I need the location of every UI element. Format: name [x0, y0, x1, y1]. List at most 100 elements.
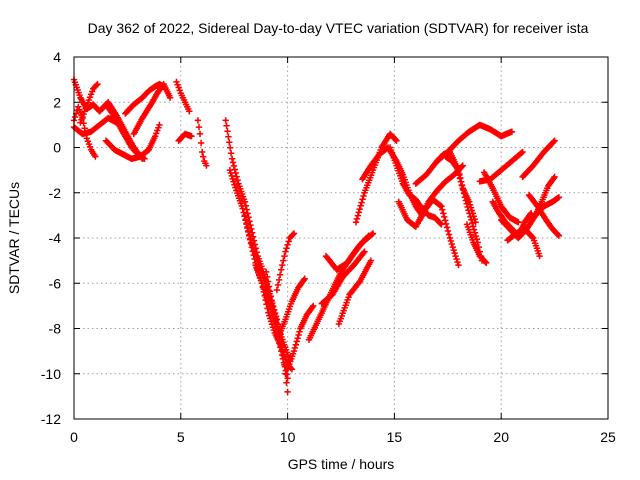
data-point [538, 254, 541, 258]
series-sat-25 [352, 130, 400, 226]
data-point [318, 315, 321, 319]
data-point [96, 82, 99, 86]
data-point [106, 116, 110, 120]
data-point [87, 98, 91, 102]
data-point [553, 175, 556, 179]
data-point [188, 110, 191, 113]
data-point [303, 277, 306, 280]
grid-lines [74, 57, 608, 419]
data-point [388, 146, 392, 149]
series-markers [352, 130, 400, 226]
data-point [124, 112, 127, 115]
series-sat-11 [173, 78, 193, 115]
data-point [279, 268, 283, 271]
data-point [369, 164, 373, 167]
data-point [521, 150, 524, 154]
series-markers [532, 173, 558, 219]
data-point [348, 293, 351, 296]
data-point [254, 263, 257, 267]
data-point [457, 168, 460, 172]
data-point [156, 92, 159, 95]
data-point [457, 263, 460, 267]
data-point [77, 105, 80, 108]
data-point [500, 218, 503, 222]
data-point [354, 220, 358, 224]
data-point [467, 130, 471, 133]
series-sat-08 [102, 121, 163, 162]
data-point [271, 304, 274, 308]
data-point [149, 103, 153, 106]
x-tick-label: 15 [387, 429, 403, 445]
chart-title: Day 362 of 2022, Sidereal Day-to-day VTE… [88, 20, 589, 36]
data-point [497, 211, 501, 215]
data-point [551, 227, 554, 231]
data-point [115, 116, 118, 120]
data-point [179, 92, 182, 95]
data-point [339, 270, 343, 274]
y-tick-label: -2 [49, 185, 62, 201]
series-markers [173, 78, 193, 115]
data-point [230, 157, 234, 161]
data-point [273, 331, 276, 335]
data-point [113, 148, 116, 151]
data-point [427, 200, 430, 203]
data-point [111, 112, 114, 115]
data-point [414, 225, 417, 228]
data-point [89, 130, 93, 133]
data-point [320, 302, 323, 305]
data-point [491, 200, 494, 203]
data-point [453, 173, 456, 176]
data-point [288, 236, 291, 240]
data-point [521, 175, 524, 179]
data-point [83, 110, 86, 113]
data-point [279, 345, 283, 348]
y-tick-label: -10 [41, 366, 61, 382]
series-markers [241, 212, 293, 364]
data-point [292, 232, 296, 235]
data-point [433, 216, 437, 219]
data-point [367, 234, 370, 237]
data-point [529, 211, 533, 215]
x-axis-label: GPS time / hours [288, 456, 395, 472]
data-point [89, 148, 93, 151]
data-point [224, 119, 227, 122]
series-sat-41 [532, 173, 558, 219]
series-sat-20 [284, 302, 317, 373]
data-point [153, 85, 157, 88]
data-point [551, 200, 554, 203]
data-point [359, 279, 362, 283]
data-point [286, 368, 289, 371]
data-point [500, 134, 503, 138]
axis-ticks: 0 5 10 15 20 25 -12 -10 -8 -6 -4 -2 0 2 4 [41, 49, 616, 445]
data-point [369, 259, 373, 262]
data-point [290, 300, 294, 303]
series-sat-29 [412, 121, 516, 187]
x-tick-label: 25 [600, 429, 616, 445]
data-point [448, 236, 452, 240]
data-point [299, 327, 302, 330]
data-point [536, 205, 539, 208]
data-point [286, 390, 289, 394]
data-point [121, 130, 125, 133]
data-point [198, 132, 202, 136]
series-sat-16 [241, 212, 293, 364]
data-point [476, 241, 479, 244]
data-point [508, 227, 511, 231]
data-point [371, 168, 375, 172]
series-sat-39 [504, 225, 543, 260]
data-point [200, 150, 204, 154]
series-sat-34 [463, 221, 490, 267]
data-point [297, 286, 300, 289]
data-point [139, 155, 142, 158]
y-tick-label: -12 [41, 411, 61, 427]
y-tick-label: -4 [49, 230, 62, 246]
data-point [427, 214, 430, 217]
series-sat-22 [318, 248, 368, 307]
data-point [491, 187, 494, 190]
data-point [514, 232, 518, 235]
series-markers [77, 80, 101, 126]
series-sat-18 [263, 268, 308, 339]
data-point [553, 139, 556, 142]
x-tick-label: 5 [177, 429, 185, 445]
data-point [527, 193, 531, 197]
